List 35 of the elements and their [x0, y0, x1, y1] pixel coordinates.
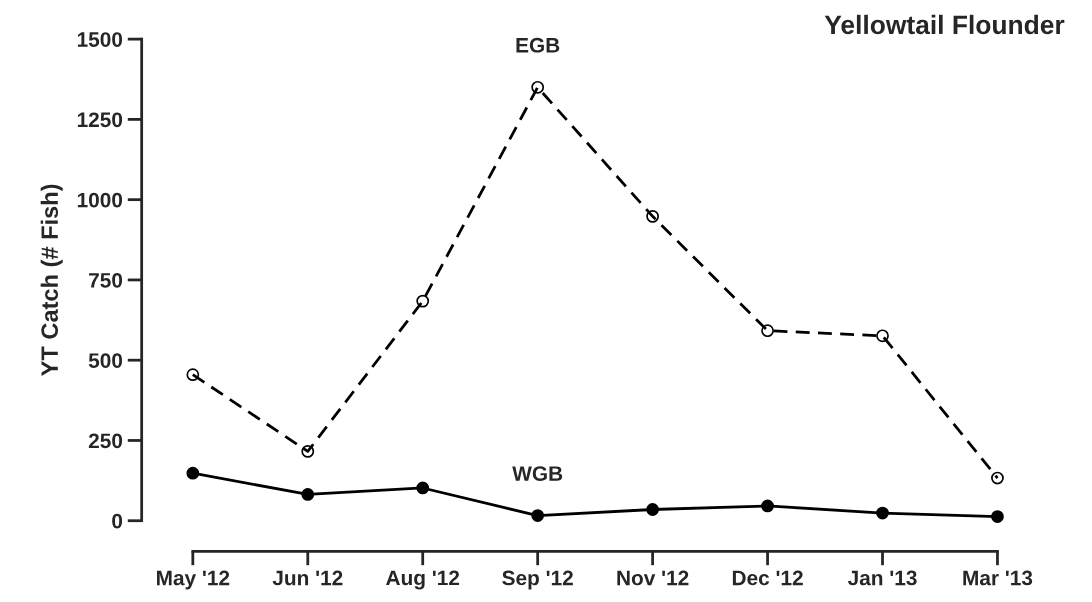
point	[876, 506, 889, 520]
point	[761, 324, 774, 338]
y-tick-label: 0	[112, 513, 123, 529]
y-tick-label: 1000	[77, 192, 123, 208]
point	[301, 444, 315, 458]
point	[416, 481, 430, 495]
x-tick-label: Jan '13	[847, 570, 917, 586]
x-tick-label: Aug '12	[386, 570, 460, 590]
point	[991, 510, 1004, 523]
y-tick-label: 1500	[77, 32, 123, 47]
y-tick-label: 500	[88, 353, 123, 368]
point	[646, 503, 660, 516]
point	[301, 488, 315, 501]
x-tick-label: Mar '13	[963, 570, 1033, 586]
series-label: WGB	[512, 466, 563, 481]
point	[646, 209, 660, 223]
point	[531, 509, 545, 522]
x-tick-label: Sep '12	[502, 570, 573, 590]
x-tick-label: May '12	[157, 570, 230, 590]
point	[531, 80, 545, 94]
point	[186, 368, 200, 382]
point	[416, 294, 430, 308]
x-tick-label: Nov '12	[617, 570, 689, 586]
point	[761, 499, 774, 513]
y-tick-label: 750	[89, 272, 123, 288]
y-tick-label: 1250	[77, 112, 123, 128]
series-label: EGB	[516, 37, 560, 53]
point	[876, 329, 889, 343]
point	[991, 471, 1004, 485]
x-tick-label: Jun '12	[272, 570, 343, 586]
x-tick-label: Dec '12	[732, 570, 803, 586]
chart-title: Yellowtail Flounder	[824, 14, 1065, 35]
y-tick-label: 250	[88, 433, 123, 449]
y-axis-title: YT Catch (# Fish)	[40, 184, 63, 376]
point	[186, 466, 200, 480]
